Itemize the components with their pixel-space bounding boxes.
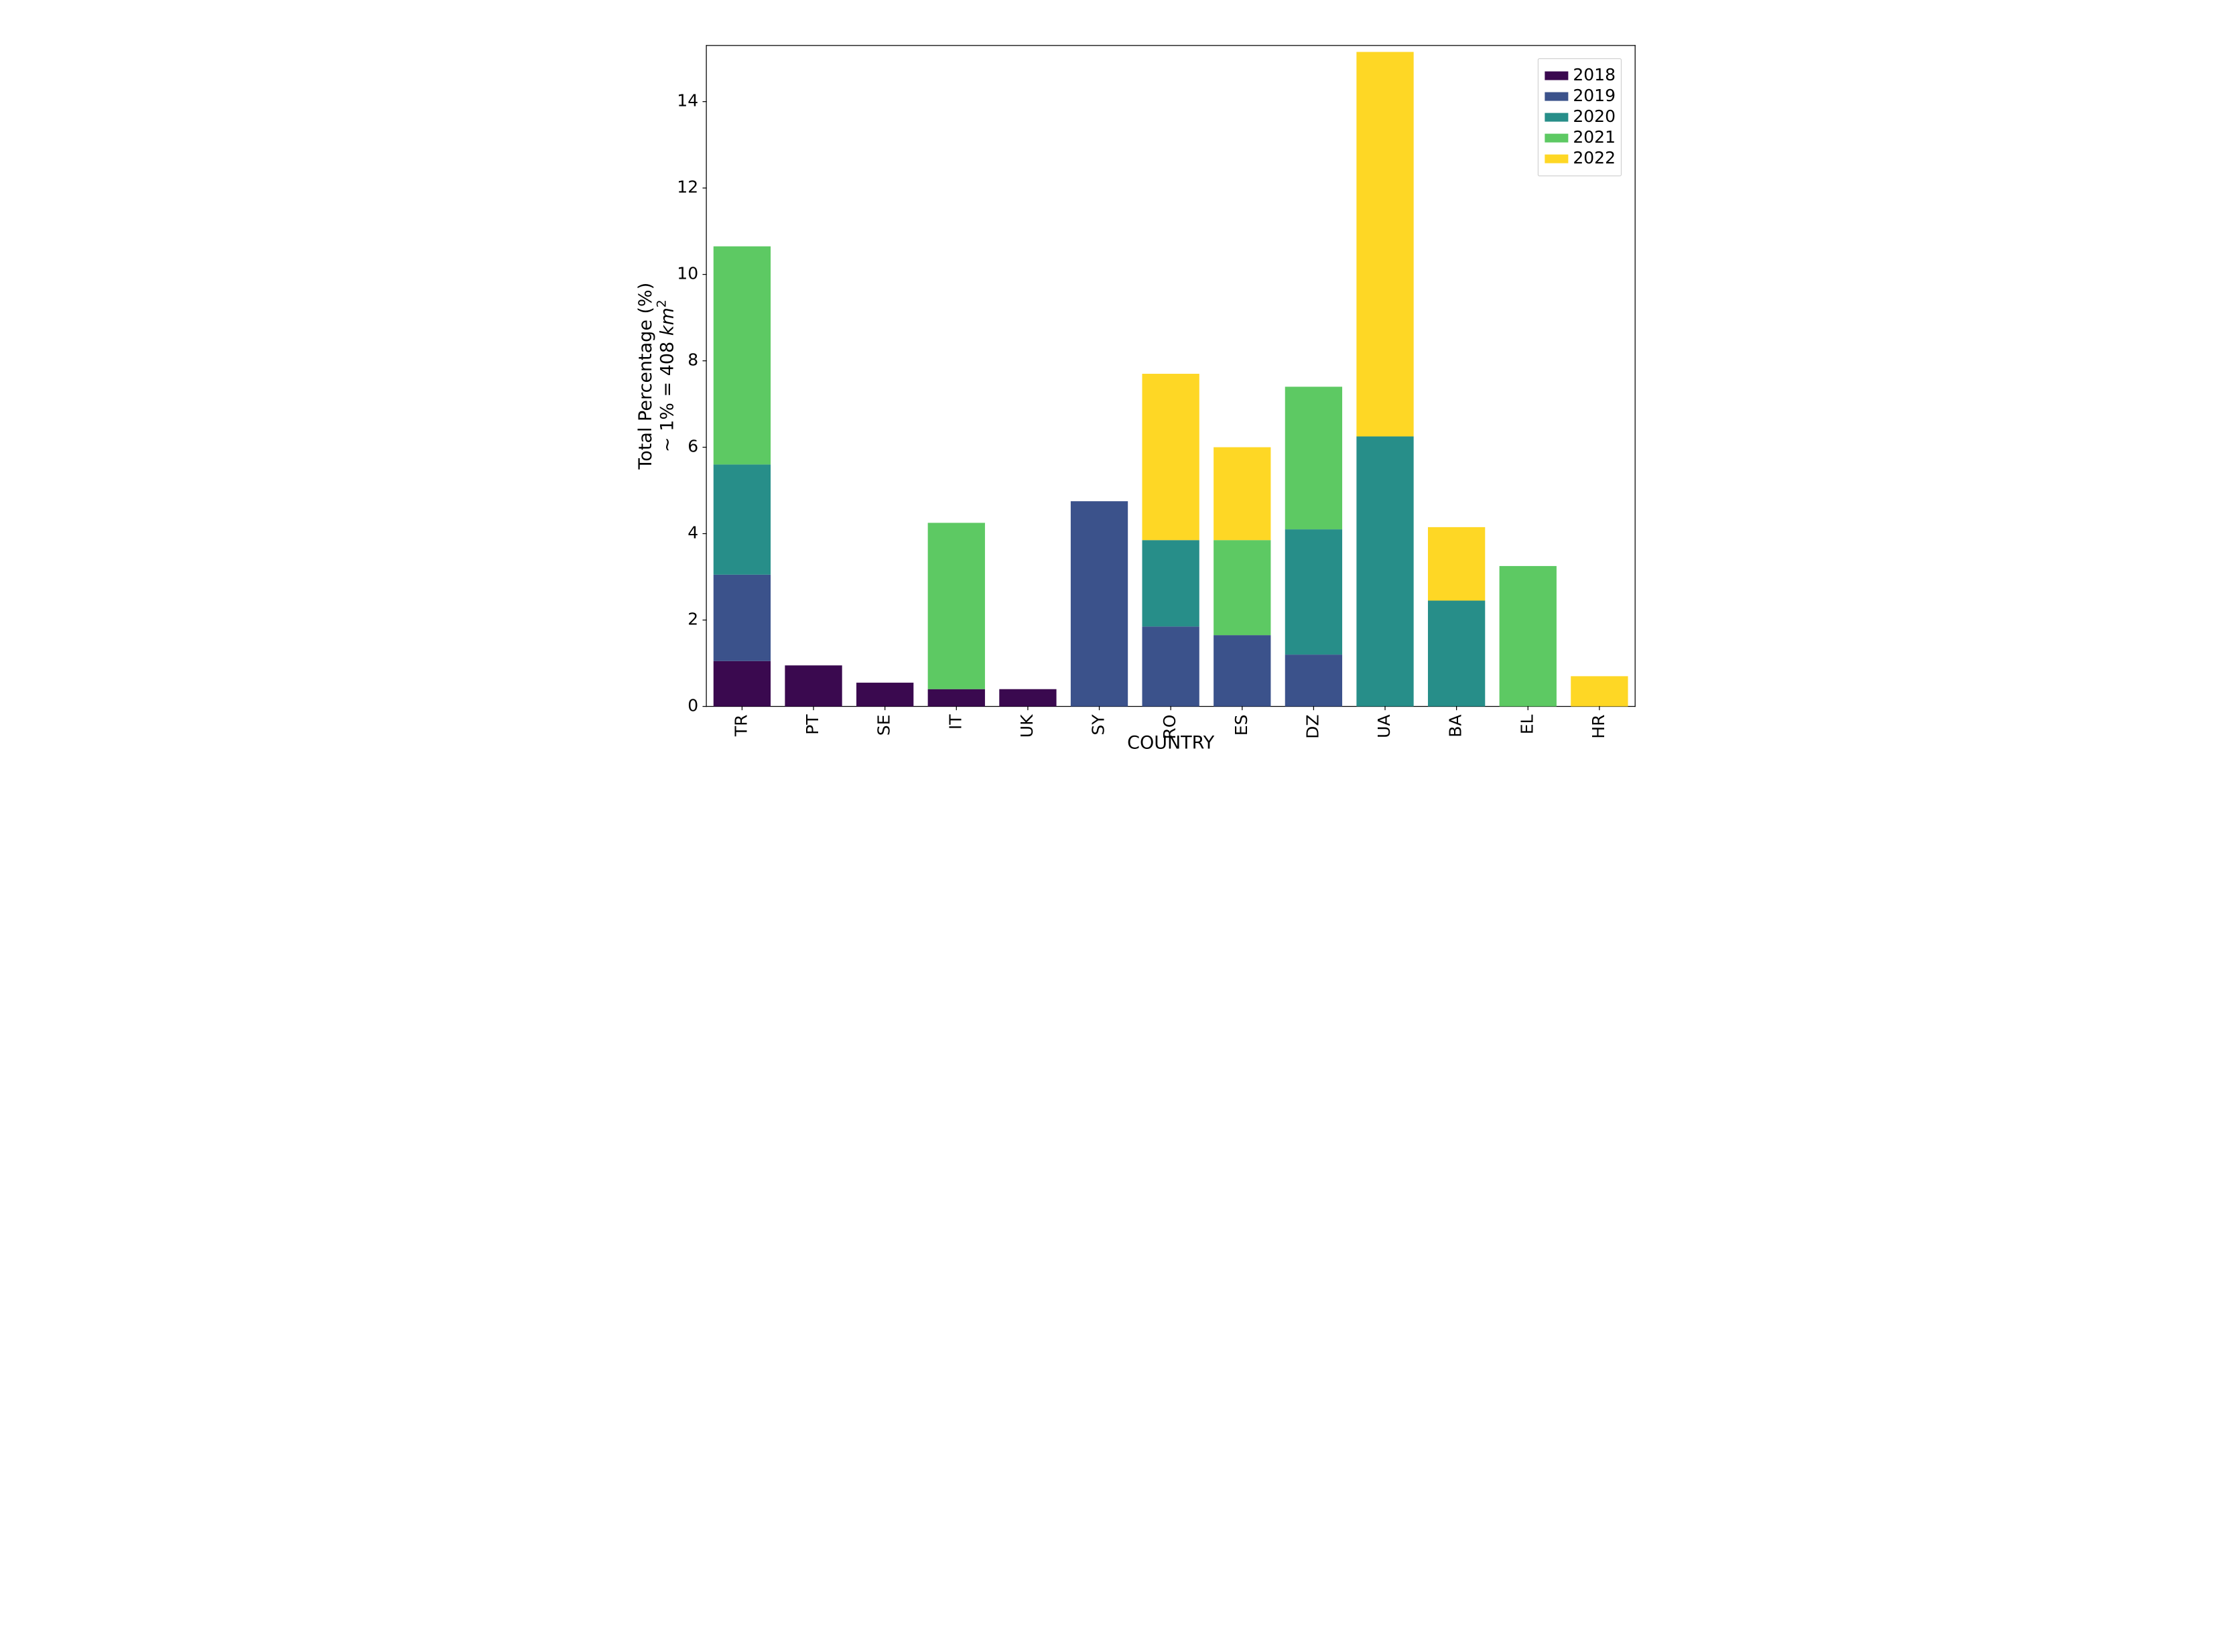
y-tick-label: 0 [688,696,698,715]
bar-segment [1214,635,1270,706]
x-tick-label-group: EL [1517,714,1536,734]
bar-segment [1427,527,1484,601]
bar-segment [1214,540,1270,635]
stacked-bar-chart: 0 2 4 6 8 10 12 14 Total Percentage (%)~ 1% = 40… [556,0,1669,826]
y-tick-label: 10 [677,264,698,283]
bar-segment [1285,655,1342,706]
bar-segment [856,683,913,706]
x-tick-label: TR [731,715,750,738]
bar-segment [927,523,984,689]
bar-segment [1499,566,1556,707]
legend-swatch [1545,155,1568,163]
x-tick-label-group: DZ [1303,715,1322,739]
legend-label: 2022 [1573,148,1616,167]
legend-label: 2019 [1573,86,1616,105]
x-tick-label-group: TR [731,715,750,738]
x-tick-label-group: ES [1231,715,1250,736]
x-tick-label-group: SY [1088,714,1108,736]
bar-segment [1214,448,1270,541]
x-tick-label: IT [945,714,965,730]
bar-segment [1285,529,1342,655]
y-tick-label: 4 [688,523,698,543]
bar-segment [1142,374,1199,540]
legend-label: 2021 [1573,127,1616,147]
legend-swatch [1545,113,1568,122]
bar-segment [1571,676,1628,706]
y-tick-label: 6 [688,437,698,456]
bar-segment [1070,501,1127,706]
x-tick-label: DZ [1303,715,1322,739]
bar-segment [713,575,770,661]
legend-label: 2018 [1573,65,1616,84]
y-axis-label-line2: ~ 1% = 408 km2 [654,299,677,452]
x-tick-label: BA [1445,715,1465,738]
bar-segment [1142,626,1199,706]
x-tick-label: SY [1088,714,1108,736]
bar-segment [927,689,984,707]
x-tick-label: UK [1017,714,1036,738]
x-tick-label-group: HR [1588,715,1608,739]
legend-swatch [1545,134,1568,143]
x-tick-label-group: UK [1017,714,1036,738]
x-tick-label-group: BA [1445,715,1465,738]
x-tick-label: UA [1374,715,1394,738]
x-tick-label: SE [874,715,893,736]
y-tick-label: 12 [677,178,698,197]
x-axis-label: COUNTRY [1127,733,1215,754]
x-tick-label-group: UA [1374,715,1394,738]
x-tick-label-group: PT [803,714,822,735]
y-axis-label-line1: Total Percentage (%) [635,283,656,470]
x-tick-label-group: IT [945,714,965,730]
legend: 2018 2019 202020212022 [1538,59,1621,176]
bar-segment [999,689,1056,707]
bar-segment [1142,540,1199,626]
bar-segment [713,464,770,574]
y-tick-label: 2 [688,610,698,629]
chart-container: 0 2 4 6 8 10 12 14 Total Percentage (%)~ 1% = 40… [556,0,1669,826]
x-tick-label: EL [1517,714,1536,734]
legend-label: 2020 [1573,107,1616,126]
legend-swatch [1545,92,1568,101]
x-tick-label-group: SE [874,715,893,736]
bar-segment [1285,387,1342,529]
bar-segment [1356,52,1413,437]
x-tick-label: PT [803,714,822,735]
y-tick-label: 8 [688,350,698,370]
bar-segment [713,661,770,707]
bar-segment [1427,601,1484,707]
bar-segment [1356,436,1413,706]
x-tick-label: ES [1231,715,1250,736]
x-tick-label: HR [1588,715,1608,739]
bar-segment [785,665,842,706]
y-tick-label: 14 [677,91,698,111]
legend-swatch [1545,72,1568,80]
bar-segment [713,247,770,465]
